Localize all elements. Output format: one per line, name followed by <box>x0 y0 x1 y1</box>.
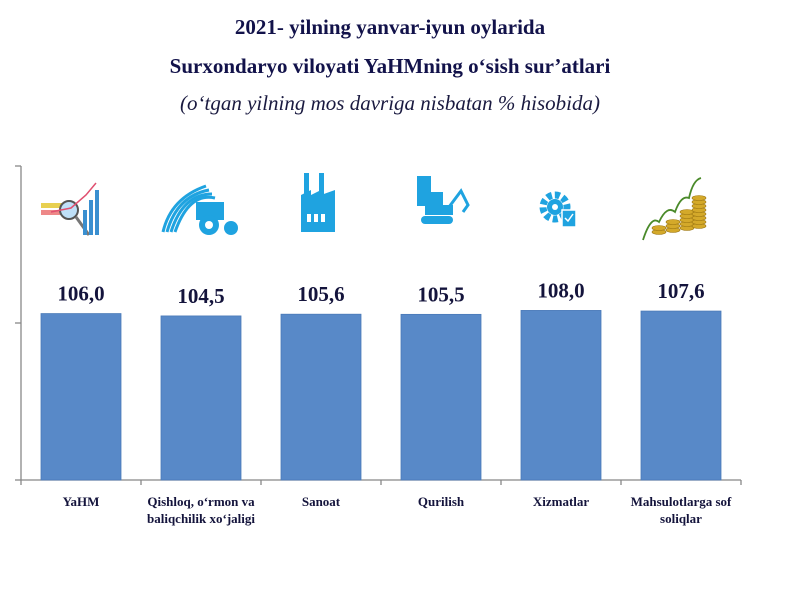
bar <box>89 200 93 235</box>
bar <box>83 210 87 235</box>
data-label: 105,6 <box>297 282 344 306</box>
category-label: YaHM <box>63 494 100 509</box>
coin <box>691 195 707 201</box>
category-label: Mahsulotlarga sof <box>631 494 732 509</box>
check <box>564 213 574 223</box>
gear <box>539 191 571 223</box>
gear-hole <box>552 204 558 210</box>
coin <box>651 225 667 231</box>
chimney <box>319 173 324 195</box>
category-label: baliqchilik xo‘jaligi <box>147 511 255 526</box>
wheel <box>224 221 238 235</box>
trend <box>50 182 97 213</box>
data-label: 107,6 <box>657 279 704 303</box>
bar-6 <box>640 310 722 481</box>
field <box>165 188 210 233</box>
data-label: 105,5 <box>417 282 464 306</box>
bar-1 <box>40 313 122 481</box>
factory-building <box>301 190 335 232</box>
growth-stem <box>642 177 702 241</box>
chart-title-line-1: 2021- yilning yanvar-iyun oylarida <box>234 15 546 39</box>
hub <box>205 221 213 229</box>
arm <box>447 188 470 213</box>
window <box>321 214 325 222</box>
construction-icon <box>417 176 470 224</box>
coin <box>665 219 681 225</box>
field <box>169 192 213 233</box>
stripe <box>41 203 71 208</box>
bar-4 <box>400 313 482 481</box>
bar <box>95 190 99 235</box>
building <box>417 176 431 206</box>
field <box>161 184 207 233</box>
category-label: Sanoat <box>302 494 341 509</box>
chart-title-line-2: Surxondaryo viloyati YaHMning o‘sish sur… <box>169 54 611 78</box>
handle <box>74 216 91 236</box>
data-label: 104,5 <box>177 284 224 308</box>
data-label: 106,0 <box>57 282 104 306</box>
bar-3 <box>280 313 362 481</box>
category-label: Qishloq, o‘rmon va <box>147 494 255 509</box>
chart-subtitle: (o‘tgan yilning mos davriga nisbatan % h… <box>180 91 600 115</box>
excavator-body <box>425 205 453 215</box>
window <box>307 214 311 222</box>
chimney <box>304 173 309 195</box>
tractor-body <box>196 202 224 220</box>
stripe <box>41 210 71 215</box>
window <box>314 214 318 222</box>
factory-icon <box>301 173 335 232</box>
tractor-icon <box>161 184 238 235</box>
data-label: 108,0 <box>537 278 584 302</box>
category-label: soliqlar <box>660 511 702 526</box>
category-label: Qurilish <box>418 494 465 509</box>
service-gear-icon <box>539 191 577 228</box>
category-label: Xizmatlar <box>533 494 590 509</box>
tracks <box>421 216 453 224</box>
field <box>173 195 216 233</box>
coins-growth-icon <box>642 177 707 241</box>
bar-5 <box>520 310 602 481</box>
bar-2 <box>160 315 242 481</box>
analytics-icon <box>41 182 99 236</box>
